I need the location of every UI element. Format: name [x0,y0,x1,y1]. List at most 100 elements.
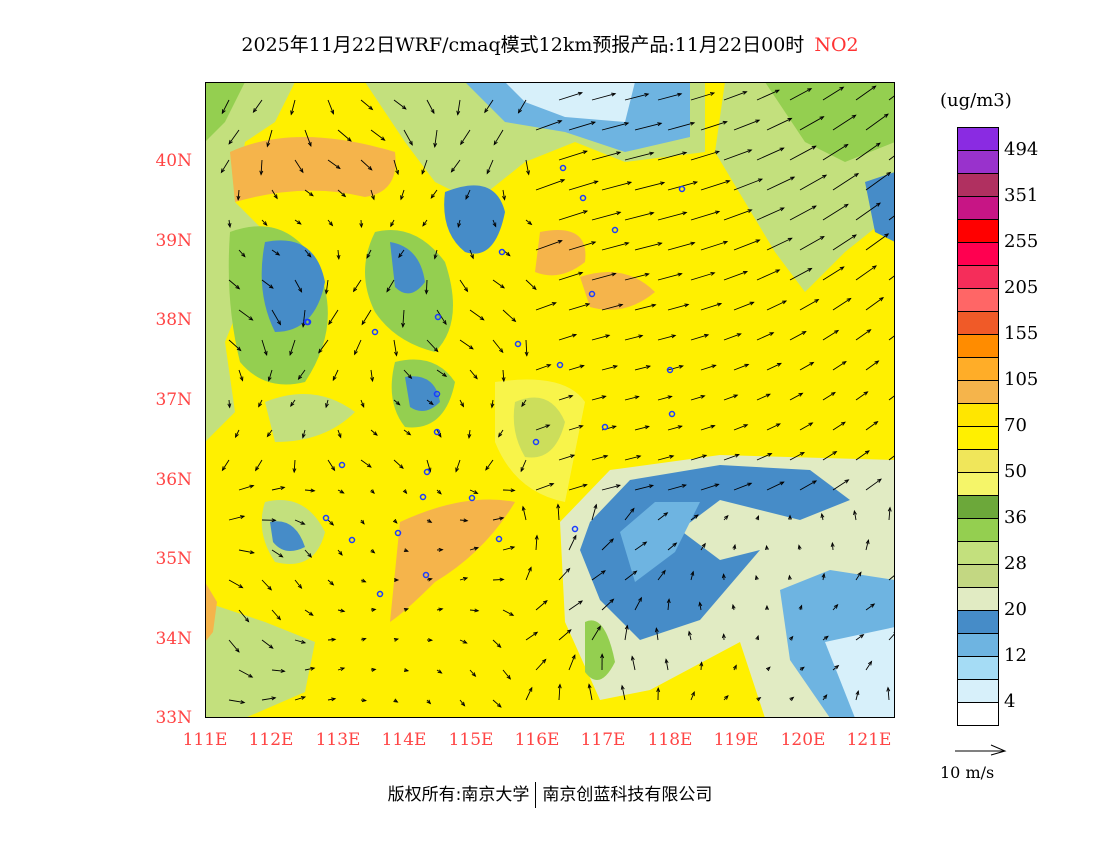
wind-arrow [755,634,760,641]
colorbar-swatch [958,128,998,151]
wind-arrow [492,339,504,354]
lat-label: 36N [155,470,192,490]
wind-arrow [733,301,755,311]
wind-arrow [366,249,372,259]
wind-arrow [657,211,688,221]
wind-arrow [228,279,241,290]
wind-arrow [294,219,302,225]
wind-arrow [855,329,872,341]
wind-arrow [601,598,615,611]
wind-arrow [624,334,644,341]
wind-arrow [624,272,650,281]
wind-arrow [426,699,432,705]
wind-vectors [220,85,895,708]
colorbar-label: 155 [1004,323,1039,344]
wind-arrow [255,459,263,472]
wind-arrow [620,684,626,701]
wind-arrow [360,637,367,642]
wind-arrow [238,369,244,382]
wind-arrow [657,395,673,401]
wind-arrow [558,454,576,461]
wind-arrow [520,459,527,473]
wind-arrow [228,515,246,521]
city-marker [559,164,567,172]
wind-arrow [324,279,329,295]
wind-arrow [228,639,240,653]
wind-arrow [220,159,230,174]
wind-arrow [634,242,663,251]
wind-arrow [733,178,764,191]
wind-arrow [261,279,274,289]
wind-arrow [855,202,881,221]
wind-reference-label: 10 m/s [940,763,995,782]
wind-arrow [318,339,329,354]
city-marker [394,529,402,537]
wind-arrow [459,399,465,408]
wind-arrow [654,627,659,641]
colorbar-swatch [958,197,998,220]
wind-arrow [337,189,347,198]
wind-arrow [294,279,303,293]
wind-arrow [465,189,471,200]
wind-reference-arrow [955,744,1007,756]
colorbar-swatch [958,611,998,634]
wind-arrow [492,639,502,649]
wind-arrow [403,129,413,146]
wind-arrow [393,698,399,703]
wind-arrow [799,174,828,191]
wind-arrow [492,699,502,708]
copyright-right: 南京创蓝科技有限公司 [542,785,713,805]
city-marker [611,226,619,234]
wind-arrow [855,634,865,641]
colorbar-label: 4 [1004,691,1016,712]
wind-arrow [535,483,555,491]
city-marker [376,590,384,598]
wind-arrow [271,668,286,673]
wind-arrow [535,364,552,371]
wind-arrow [304,189,314,197]
wind-arrow [403,607,410,612]
wind-arrow [294,579,303,590]
city-marker [433,428,441,436]
wind-arrow [370,189,375,201]
wind-arrow [799,666,805,671]
wind-arrow [634,365,652,371]
wind-arrow [436,489,442,495]
wind-arrow [558,567,571,581]
wind-arrow [723,394,739,401]
wind-arrow [290,99,296,116]
wind-arrow [327,99,334,115]
wind-arrow [700,542,706,551]
wind-arrow [271,309,282,326]
wind-arrow [723,270,749,281]
wind-arrow [485,459,494,471]
wind-arrow [601,122,630,131]
wind-arrow [657,272,683,281]
wind-arrow [392,518,398,524]
wind-arrow [787,574,792,581]
wind-arrow [756,696,762,702]
wind-arrow [591,625,601,641]
wind-arrow [732,664,737,671]
colorbar-label: 20 [1004,599,1027,620]
lat-label: 37N [155,390,192,410]
wind-arrow [558,629,572,641]
wind-arrow [403,668,410,673]
city-marker [498,248,506,256]
wind-arrow [865,660,873,671]
wind-arrow [370,129,386,141]
wind-arrow [568,600,584,611]
city-marker [579,194,587,202]
wind-arrow [667,425,683,431]
wind-arrow [756,453,773,461]
wind-arrow [436,309,447,326]
wind-arrow [267,369,273,382]
wind-arrow [700,180,731,191]
wind-arrow [450,159,461,173]
wind-arrow [690,691,695,701]
wind-arrow [634,484,655,491]
wind-arrow [393,99,407,110]
wind-arrow [667,364,684,371]
wind-arrow [337,667,346,672]
wind-arrow [855,571,862,581]
